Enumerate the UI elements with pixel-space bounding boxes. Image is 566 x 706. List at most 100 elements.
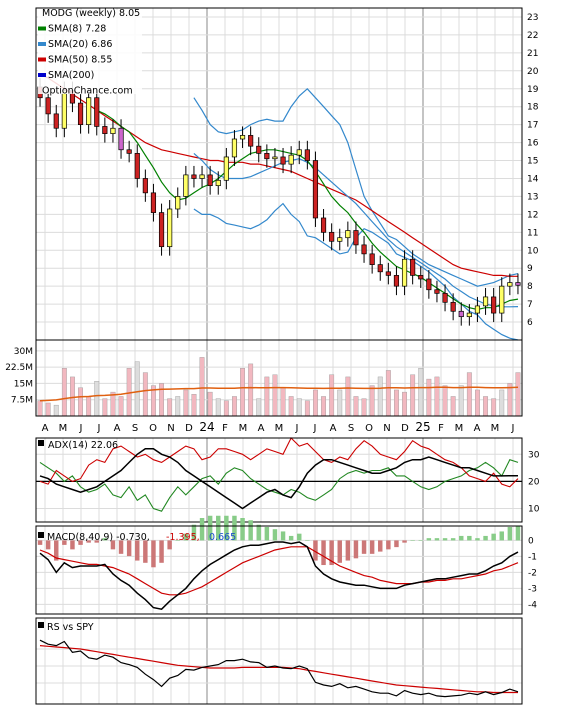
candle-body	[410, 258, 416, 276]
macd-line	[39, 541, 519, 611]
candle-body	[515, 282, 521, 286]
macd-histogram-bar	[475, 538, 480, 541]
volume-bar	[248, 363, 254, 417]
volume-bar	[37, 400, 43, 417]
volume-bar	[159, 383, 164, 417]
candle-body	[118, 127, 124, 151]
sma20-line	[193, 152, 519, 308]
candle-body	[450, 301, 456, 312]
price-ytick-label: 22	[527, 31, 538, 41]
adx-frame	[35, 437, 523, 523]
volume-bar	[53, 404, 59, 417]
volume-average-line	[39, 386, 519, 402]
price-ytick-label: 15	[527, 157, 538, 167]
month-tick-label: N	[383, 423, 390, 434]
month-tick-label: M	[239, 423, 248, 434]
candle-body	[296, 149, 302, 156]
legend-entry: SMA(8) 7.28	[48, 24, 106, 35]
macd-histogram-bar	[224, 515, 229, 541]
legend-swatch	[38, 57, 46, 62]
macd-histogram-bar	[459, 535, 464, 541]
volume-bar	[418, 368, 424, 417]
macd-histogram-bar	[94, 540, 99, 543]
macd-histogram-bar	[305, 540, 310, 541]
candle-body	[418, 275, 424, 280]
macd-signal-value: -1.395,	[166, 532, 200, 543]
legend-entry: OptionChance.com	[42, 86, 133, 97]
candle-body	[385, 271, 391, 276]
candle-body	[256, 145, 262, 154]
price-ytick-label: 7	[527, 300, 533, 310]
macd-histogram-bar	[78, 540, 83, 545]
volume-bar	[78, 387, 83, 417]
volume-bar	[515, 372, 521, 417]
macd-histogram-bar	[297, 533, 302, 541]
macd-histogram-bar	[313, 540, 318, 561]
candle-body	[239, 135, 246, 140]
adx-ytick-label: 20	[528, 477, 540, 487]
legend-swatch	[38, 42, 46, 46]
candle-body	[223, 156, 229, 181]
volume-bar	[134, 361, 140, 417]
macd-histogram-bar	[483, 535, 488, 541]
macd-ytick-label: 0	[528, 536, 534, 546]
volume-bar	[70, 376, 75, 417]
legend-swatch	[38, 26, 46, 31]
rs-legend-swatch	[38, 622, 44, 628]
candle-body	[142, 178, 148, 194]
adx-ytick-label: 30	[528, 450, 540, 460]
volume-bar	[199, 357, 205, 417]
macd-histogram-bar	[135, 540, 140, 561]
price-ytick-label: 17	[527, 121, 538, 131]
macd-histogram-bar	[515, 525, 521, 541]
macd-histogram-bar	[378, 540, 383, 552]
volume-bar	[450, 396, 456, 417]
candle-body	[110, 127, 116, 134]
candle-body	[320, 217, 327, 233]
candle-body	[126, 149, 132, 154]
volume-bar	[394, 389, 399, 417]
price-ytick-label: 23	[527, 13, 538, 23]
adx-title: ADX(14) 22.06	[48, 440, 118, 451]
candle-body	[134, 153, 140, 179]
month-tick-label: A	[258, 423, 265, 434]
month-tick-label: J	[295, 423, 299, 434]
price-ytick-label: 12	[527, 210, 538, 220]
month-tick-label: A	[114, 423, 121, 434]
sma8-line	[96, 109, 519, 311]
macd-histogram-bar	[256, 524, 261, 541]
candle-body	[272, 156, 278, 160]
volume-bar	[215, 398, 221, 417]
macd-histogram-bar	[216, 515, 221, 541]
volume-bar	[86, 396, 92, 417]
month-tick-label: 25	[415, 420, 430, 434]
macd-ytick-label: -3	[528, 584, 537, 594]
candle-body	[264, 153, 270, 160]
month-tick-label: A	[474, 423, 481, 434]
candle-body	[401, 258, 408, 287]
legend-entry: MODG (weekly) 8.05	[42, 8, 140, 19]
month-tick-label: J	[97, 423, 101, 434]
candle-body	[158, 212, 165, 248]
price-ytick-label: 16	[527, 139, 539, 149]
macd-histogram-bar	[264, 526, 270, 541]
volume-bar	[142, 372, 148, 417]
volume-bar	[175, 396, 181, 417]
month-tick-label: D	[185, 423, 193, 434]
volume-bar	[280, 387, 286, 417]
month-tick-label: A	[330, 423, 337, 434]
candle-body	[377, 264, 383, 273]
macd-histogram-bar	[426, 538, 432, 541]
macd-histogram-bar	[207, 515, 213, 541]
plus-di-line	[39, 437, 519, 488]
adx-line	[39, 448, 519, 510]
candle-body	[280, 156, 286, 165]
macd-histogram-bar	[386, 540, 391, 550]
candle-body	[191, 174, 197, 179]
volume-ytick-label: 7.5M	[11, 396, 33, 406]
macd-histogram-bar	[62, 540, 67, 545]
volume-bar	[466, 372, 472, 417]
macd-histogram-bar	[45, 540, 51, 550]
volume-bar	[475, 389, 480, 417]
macd-histogram-bar	[232, 515, 237, 541]
